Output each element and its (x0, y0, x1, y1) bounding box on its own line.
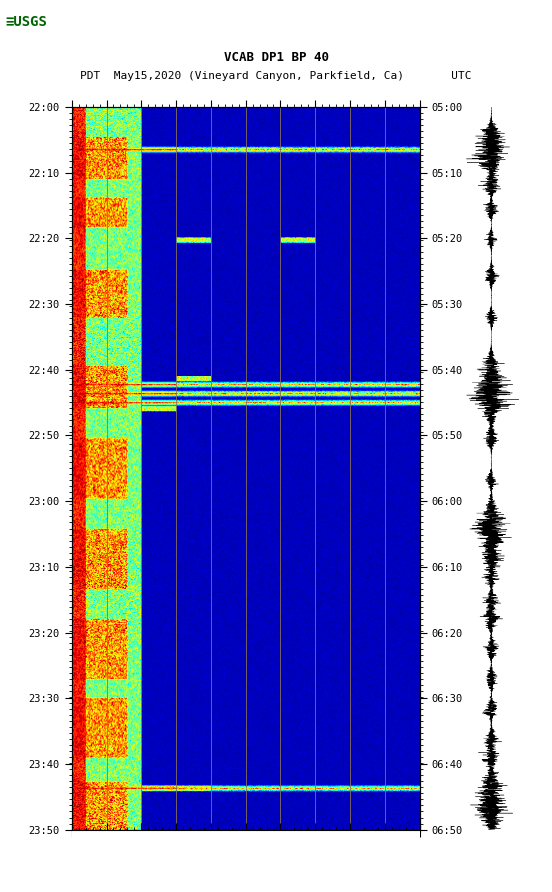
Text: PDT  May15,2020 (Vineyard Canyon, Parkfield, Ca)       UTC: PDT May15,2020 (Vineyard Canyon, Parkfie… (80, 70, 472, 81)
Text: VCAB DP1 BP 40: VCAB DP1 BP 40 (224, 52, 328, 64)
Text: ≡USGS: ≡USGS (6, 15, 47, 29)
